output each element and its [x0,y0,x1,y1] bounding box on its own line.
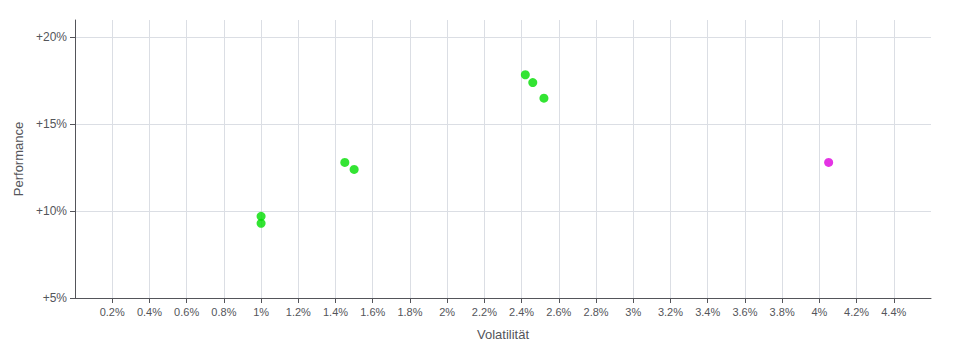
svg-text:3%: 3% [625,306,641,318]
svg-text:3.4%: 3.4% [695,306,720,318]
svg-text:Volatilität: Volatilität [477,327,529,342]
svg-text:Performance: Performance [11,122,26,196]
svg-text:1%: 1% [253,306,269,318]
svg-text:1.8%: 1.8% [397,306,422,318]
svg-text:4.4%: 4.4% [881,306,906,318]
svg-text:+15%: +15% [36,117,67,131]
svg-text:3.8%: 3.8% [770,306,795,318]
svg-text:4.2%: 4.2% [844,306,869,318]
svg-text:0.8%: 0.8% [211,306,236,318]
svg-text:0.2%: 0.2% [100,306,125,318]
svg-text:2.2%: 2.2% [472,306,497,318]
svg-text:4%: 4% [811,306,827,318]
svg-text:0.4%: 0.4% [137,306,162,318]
svg-text:+20%: +20% [36,30,67,44]
svg-text:2%: 2% [439,306,455,318]
svg-text:1.2%: 1.2% [286,306,311,318]
svg-text:1.4%: 1.4% [323,306,348,318]
svg-text:3.6%: 3.6% [732,306,757,318]
svg-text:2.4%: 2.4% [509,306,534,318]
svg-text:0.6%: 0.6% [174,306,199,318]
svg-text:+5%: +5% [43,291,68,305]
svg-text:1.6%: 1.6% [360,306,385,318]
svg-text:2.8%: 2.8% [584,306,609,318]
svg-text:+10%: +10% [36,204,67,218]
svg-text:2.6%: 2.6% [546,306,571,318]
svg-text:3.2%: 3.2% [658,306,683,318]
